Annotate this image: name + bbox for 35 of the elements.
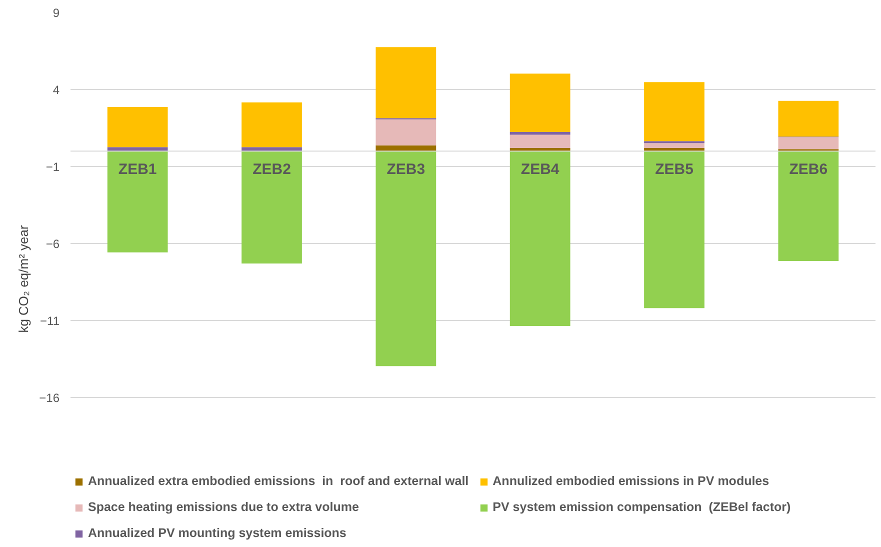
bar (107, 107, 168, 148)
x-tick-label: ZEB3 (386, 161, 426, 178)
x-tick-label: ZEB4 (520, 161, 560, 178)
bar (242, 151, 302, 264)
bar (376, 151, 436, 366)
bar (644, 151, 704, 308)
bar (778, 151, 839, 262)
bar (376, 119, 436, 146)
x-tick-label: ZEB2 (252, 161, 291, 178)
bar (510, 74, 570, 132)
legend-label: Annualized extra embodied emissions in roof and external wall (88, 473, 469, 489)
legend-label: PV system emission compensation (ZEBel factor) (492, 499, 791, 515)
legend-label: Space heating emissions due to extra volume (88, 499, 359, 515)
bar (510, 132, 570, 135)
x-tick-label: ZEB6 (789, 161, 828, 178)
legend-label: Annulized embodied emissions in PV modules (492, 473, 770, 489)
bar (778, 137, 839, 150)
y-tick-label: −6 (46, 237, 60, 251)
bar (644, 143, 704, 148)
y-tick-label: −1 (46, 160, 60, 174)
bar (510, 134, 570, 148)
y-axis-title: kg CO₂ eq/m² year (16, 224, 32, 333)
y-tick-label: −11 (40, 314, 60, 328)
y-tick-label: 9 (52, 6, 60, 20)
legend-label: Annualized PV mounting system emissions (88, 525, 346, 541)
y-tick-label: 4 (52, 83, 60, 97)
x-tick-label: ZEB1 (118, 161, 157, 178)
y-tick-label: −16 (39, 391, 60, 405)
x-tick-label: ZEB5 (655, 161, 694, 178)
bar (242, 102, 302, 148)
bar (107, 151, 168, 252)
bar (644, 82, 704, 142)
bar (778, 100, 839, 137)
bar (510, 151, 570, 326)
bar (376, 47, 436, 118)
